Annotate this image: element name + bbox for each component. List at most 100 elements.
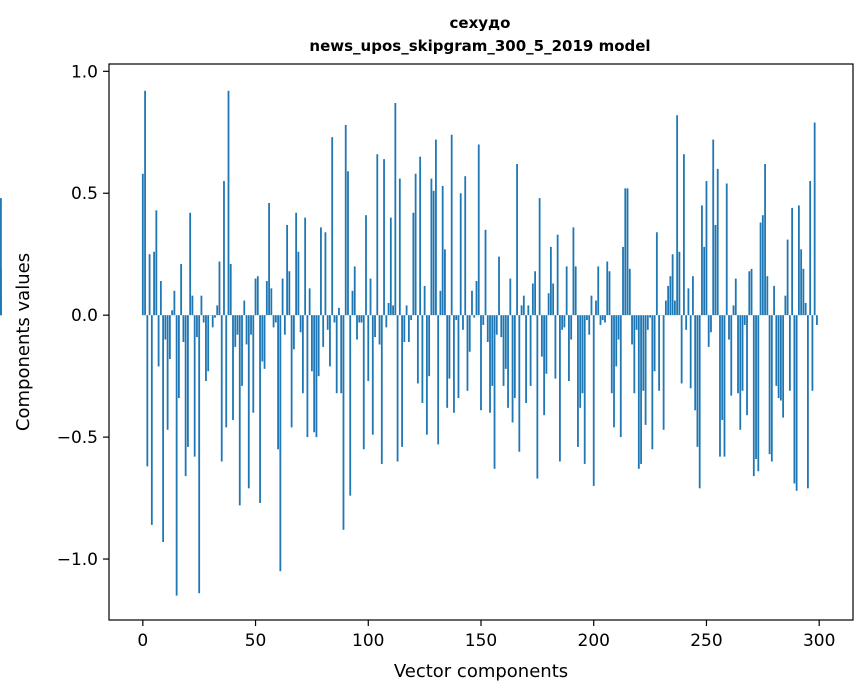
bar [453,315,455,413]
bar [290,315,293,428]
bar [261,315,264,362]
bar [646,315,649,330]
bar [166,315,169,430]
bar [218,261,221,316]
bar [732,305,735,316]
bar [707,315,710,347]
bar [196,315,198,338]
bar [504,315,507,369]
bar [527,305,530,316]
bar [223,181,225,316]
bar [450,134,453,316]
bar [403,315,406,342]
bar [347,171,349,316]
bar [522,295,525,316]
bar [529,315,532,386]
bar [241,315,243,386]
bar [696,315,699,447]
bar [793,315,796,484]
bar [730,315,733,396]
bar [644,315,647,425]
bar [200,295,203,316]
x-axis-label: Vector components [394,661,568,682]
bar [671,254,674,316]
bar [371,315,374,435]
bar [592,315,595,486]
bar [182,315,185,342]
bar [238,315,241,506]
bar [559,315,561,462]
bar [288,271,291,316]
x-tick-label: 100 [352,631,384,651]
bar [583,315,586,464]
bar [263,315,266,369]
bar [184,315,187,477]
bar [410,315,413,321]
bar [277,315,279,450]
bar [511,315,514,423]
bar [680,315,683,384]
bar [766,276,769,316]
bar [779,315,782,401]
bar [416,315,419,384]
bar [173,290,176,316]
bar [635,315,638,330]
bar [597,266,600,316]
bar [669,276,672,316]
bar [256,276,259,316]
bar [229,263,232,316]
bar [653,315,656,372]
bar [640,315,642,464]
bar [604,315,606,323]
bar [759,222,762,316]
bar [601,315,604,321]
bar [683,154,685,316]
bar [254,278,257,316]
bar [795,315,798,491]
bar [383,159,385,316]
bar [0,198,2,316]
bar [734,278,737,316]
bar [214,315,216,318]
bar [568,315,570,382]
x-axis: 0 50 100 150 200 250 300 [137,620,835,651]
bar [462,315,464,330]
bar [608,271,611,316]
bar [392,305,394,316]
bar [153,251,155,316]
bar [207,315,210,372]
bar [423,285,426,316]
bar [274,315,277,323]
y-axis: −1.0 −0.5 0.0 0.5 1.0 [57,62,109,570]
bar [502,315,505,386]
bar [816,315,818,325]
bar [482,315,485,325]
bar [626,188,629,316]
bar [387,302,390,316]
bar [610,315,613,394]
bar [365,215,367,316]
bar [313,315,316,433]
bar [491,315,494,386]
bar [353,266,356,316]
bar [581,315,584,394]
bar [588,315,591,335]
bar [495,315,498,335]
bar [141,173,144,316]
bar [791,207,794,316]
bar [455,315,458,321]
bar [351,290,354,316]
bar [667,285,670,316]
bar [150,315,153,525]
bar [189,212,192,316]
bar [401,315,403,447]
bar [157,315,160,367]
bar [750,268,753,316]
bar [797,205,800,316]
bar [595,300,597,316]
bar [459,193,462,316]
bar [466,315,469,391]
bar [590,295,593,316]
bar [234,315,237,347]
x-tick-label: 200 [578,631,610,651]
